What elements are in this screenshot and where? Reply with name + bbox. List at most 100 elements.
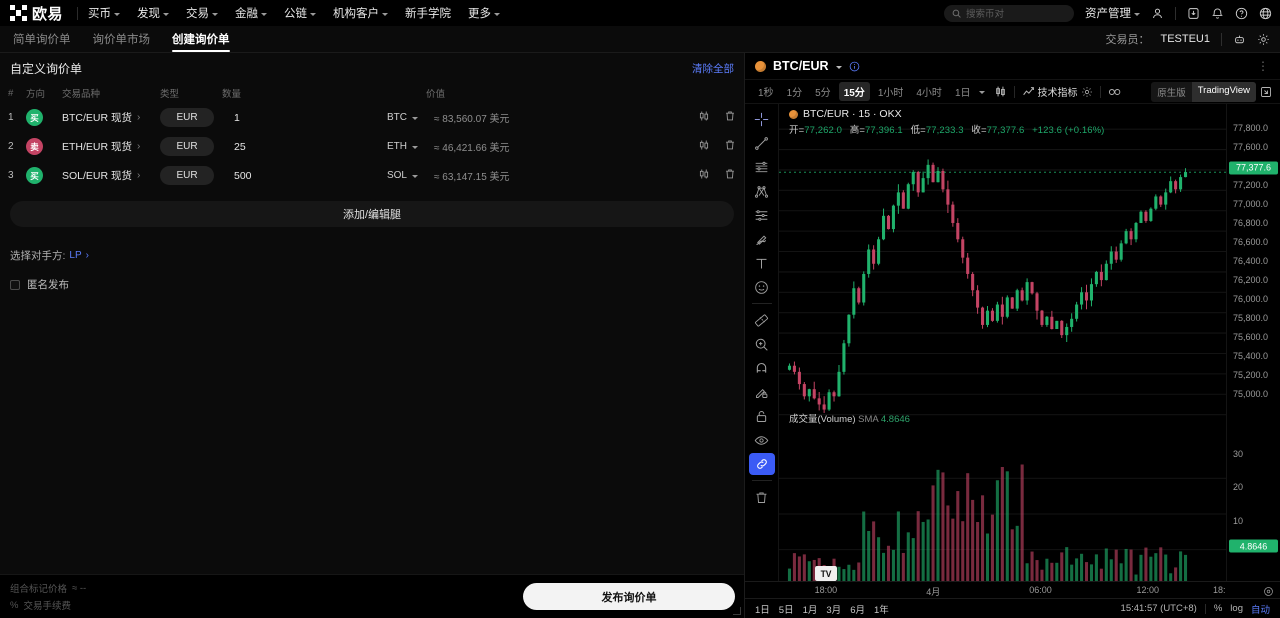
symbol-cell[interactable]: BTC/EUR 现货 › bbox=[62, 110, 160, 125]
auto-scale-toggle[interactable]: 自动 bbox=[1250, 604, 1270, 616]
chevron-right-icon[interactable]: › bbox=[137, 141, 141, 152]
direction-badge-buy[interactable]: 买 bbox=[26, 109, 43, 126]
fib-retracement-icon[interactable] bbox=[749, 204, 775, 226]
bell-icon[interactable] bbox=[1211, 7, 1224, 20]
nav-item-discover[interactable]: 发现 bbox=[137, 5, 170, 21]
candlestick-icon[interactable] bbox=[698, 168, 710, 183]
tab-rfq-market[interactable]: 询价单市场 bbox=[93, 26, 151, 52]
magnet-icon[interactable] bbox=[749, 357, 775, 379]
nav-item-academy[interactable]: 新手学院 bbox=[405, 5, 451, 21]
pitchfork-icon[interactable] bbox=[749, 180, 775, 202]
nav-item-asset-management[interactable]: 资产管理 bbox=[1085, 5, 1140, 21]
chevron-down-icon[interactable] bbox=[978, 91, 985, 94]
log-toggle[interactable]: log bbox=[1230, 603, 1243, 614]
bot-icon[interactable] bbox=[1233, 33, 1246, 46]
quantity-cell[interactable]: 1 BTC bbox=[222, 112, 426, 124]
range-6mo[interactable]: 6月 bbox=[850, 604, 865, 616]
table-row[interactable]: 3 买 SOL/EUR 现货 › EUR 500 SOL bbox=[0, 161, 744, 190]
direction-cell[interactable]: 卖 bbox=[26, 138, 62, 155]
type-pill[interactable]: EUR bbox=[160, 108, 214, 127]
axis-settings-icon[interactable] bbox=[1263, 584, 1274, 602]
quantity-input[interactable]: 500 bbox=[234, 169, 252, 182]
type-pill[interactable]: EUR bbox=[160, 137, 214, 156]
trendline-icon[interactable] bbox=[749, 132, 775, 154]
range-1mo[interactable]: 1月 bbox=[802, 604, 818, 616]
search-input[interactable]: 搜索币对 bbox=[944, 4, 1074, 22]
link-icon[interactable] bbox=[748, 453, 775, 475]
timeframe-1h[interactable]: 1小时 bbox=[877, 88, 904, 99]
info-icon[interactable] bbox=[849, 61, 860, 72]
crosshair-icon[interactable] bbox=[749, 108, 775, 130]
tab-simple-rfq[interactable]: 简单询价单 bbox=[13, 26, 71, 52]
type-pill[interactable]: EUR bbox=[160, 166, 214, 185]
chevron-right-icon[interactable]: › bbox=[85, 250, 89, 261]
quantity-input[interactable]: 25 bbox=[234, 140, 246, 153]
nav-item-trade[interactable]: 交易 bbox=[186, 5, 219, 21]
timeframe-1m[interactable]: 1分 bbox=[786, 88, 803, 99]
nav-item-buy-crypto[interactable]: 买币 bbox=[88, 5, 121, 21]
user-icon[interactable] bbox=[1151, 7, 1164, 20]
counterparty-selector[interactable]: 选择对手方: LP › bbox=[10, 248, 734, 263]
mode-tradingview[interactable]: TradingView bbox=[1191, 81, 1256, 102]
globe-icon[interactable] bbox=[1259, 7, 1272, 20]
chevron-down-icon[interactable] bbox=[835, 65, 842, 69]
timeframe-1s[interactable]: 1秒 bbox=[758, 88, 774, 99]
eye-icon[interactable] bbox=[749, 429, 775, 451]
emoji-icon[interactable] bbox=[749, 276, 775, 298]
nav-item-finance[interactable]: 金融 bbox=[235, 5, 268, 21]
symbol-cell[interactable]: ETH/EUR 现货 › bbox=[62, 139, 160, 154]
horizontal-lines-icon[interactable] bbox=[749, 156, 775, 178]
chevron-right-icon[interactable]: › bbox=[137, 170, 141, 181]
direction-badge-sell[interactable]: 卖 bbox=[26, 138, 43, 155]
range-3mo[interactable]: 3月 bbox=[826, 604, 842, 616]
quantity-cell[interactable]: 500 SOL bbox=[222, 170, 426, 182]
help-icon[interactable] bbox=[1235, 7, 1248, 20]
indicator-chart-icon[interactable] bbox=[1022, 85, 1035, 98]
lock-icon[interactable] bbox=[749, 405, 775, 427]
range-5d[interactable]: 5日 bbox=[778, 604, 794, 616]
table-row[interactable]: 1 买 BTC/EUR 现货 › EUR 1 BTC bbox=[0, 103, 744, 132]
resize-handle[interactable] bbox=[733, 607, 741, 615]
checkbox-icon[interactable] bbox=[10, 279, 20, 290]
chart-plot[interactable]: BTC/EUR · 15 · OKX 开=77,262.0 高=77,396.1… bbox=[779, 104, 1226, 581]
brush-icon[interactable] bbox=[749, 228, 775, 250]
download-icon[interactable] bbox=[1187, 7, 1200, 20]
range-1y[interactable]: 1年 bbox=[873, 604, 889, 616]
mode-native[interactable]: 原生版 bbox=[1157, 87, 1186, 99]
symbol-cell[interactable]: SOL/EUR 现货 › bbox=[62, 168, 160, 183]
indicators-button[interactable]: 技术指标 bbox=[1037, 88, 1078, 99]
candlestick-icon[interactable] bbox=[698, 110, 710, 125]
nav-item-chain[interactable]: 公链 bbox=[284, 5, 317, 21]
candlestick-icon[interactable] bbox=[698, 139, 710, 154]
anonymous-publish-checkbox[interactable]: 匿名发布 bbox=[10, 277, 734, 292]
direction-cell[interactable]: 买 bbox=[26, 167, 62, 184]
gear-icon[interactable] bbox=[1257, 33, 1270, 46]
price-axis[interactable]: 77,800.077,600.077,400.077,200.077,000.0… bbox=[1226, 104, 1280, 581]
nav-item-more[interactable]: 更多 bbox=[468, 5, 501, 21]
timeframe-5m[interactable]: 5分 bbox=[815, 88, 831, 99]
pencil-lock-icon[interactable] bbox=[749, 381, 775, 403]
okx-logo[interactable]: 欧易 bbox=[10, 3, 63, 24]
text-icon[interactable] bbox=[749, 252, 775, 274]
percent-toggle[interactable]: % bbox=[1213, 603, 1223, 614]
timeframe-4h[interactable]: 4小时 bbox=[916, 88, 942, 99]
timeframe-1d[interactable]: 1日 bbox=[954, 88, 971, 99]
chart-settings-icon[interactable] bbox=[1081, 86, 1093, 98]
unit-select[interactable]: SOL bbox=[387, 170, 426, 181]
add-edit-leg-button[interactable]: 添加/编辑腿 bbox=[10, 201, 734, 227]
direction-badge-buy[interactable]: 买 bbox=[26, 167, 43, 184]
ruler-icon[interactable] bbox=[749, 309, 775, 331]
unit-select[interactable]: ETH bbox=[387, 141, 426, 152]
time-axis[interactable]: 18:00 4月 06:00 12:00 18: bbox=[745, 581, 1280, 598]
chevron-right-icon[interactable]: › bbox=[137, 112, 141, 123]
counterparty-value[interactable]: LP bbox=[69, 250, 82, 261]
delete-row-icon[interactable] bbox=[724, 110, 736, 125]
clear-all-button[interactable]: 清除全部 bbox=[692, 62, 734, 75]
direction-cell[interactable]: 买 bbox=[26, 109, 62, 126]
compare-icon[interactable] bbox=[1108, 86, 1122, 98]
unit-select[interactable]: BTC bbox=[387, 112, 426, 123]
publish-rfq-button[interactable]: 发布询价单 bbox=[523, 583, 735, 610]
chart-type-icon[interactable] bbox=[994, 85, 1007, 98]
quantity-cell[interactable]: 25 ETH bbox=[222, 141, 426, 153]
trash-icon[interactable] bbox=[749, 486, 775, 508]
